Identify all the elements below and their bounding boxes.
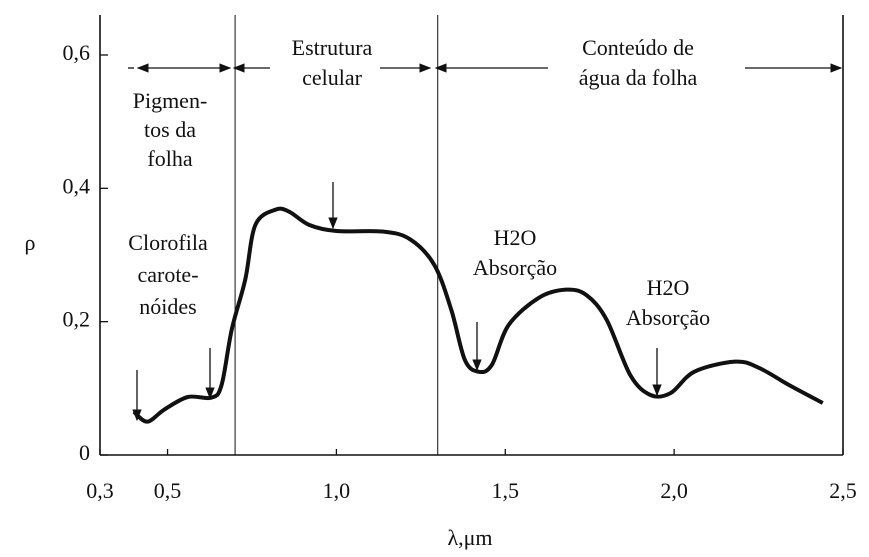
y-tick-label: 0,2 <box>63 307 91 332</box>
x-tick-label: 0,5 <box>154 478 182 503</box>
x-tick-label: 2,0 <box>660 478 688 503</box>
annotation: celular <box>302 65 363 90</box>
y-axis-label: ρ <box>25 230 36 255</box>
reflectance-curve <box>132 206 824 424</box>
y-tick-label: 0 <box>79 440 90 465</box>
x-tick-label: 2,5 <box>829 478 857 503</box>
annotation: carote- <box>137 262 198 287</box>
x-tick-label: 1,5 <box>492 478 520 503</box>
annotation: Clorofila <box>128 230 208 255</box>
annotation: Estrutura <box>292 35 373 60</box>
x-axis-label: λ,μm <box>447 525 492 550</box>
y-tick-label: 0,6 <box>63 40 91 65</box>
annotation: água da folha <box>579 65 698 90</box>
annotation: Absorção <box>473 255 557 280</box>
annotation: tos da <box>144 117 196 142</box>
x-tick-label: 1,0 <box>323 478 351 503</box>
y-tick-label: 0,4 <box>63 173 91 198</box>
annotation: Conteúdo de <box>582 35 694 60</box>
annotation: H2O <box>647 275 690 300</box>
annotation: nóides <box>139 294 196 319</box>
pointer-arrows <box>132 182 662 422</box>
annotation: folha <box>147 146 192 171</box>
annotation: Pigmen- <box>133 88 208 113</box>
annotation: Absorção <box>626 305 710 330</box>
x-tick-label: 0,3 <box>86 478 114 503</box>
annotation: H2O <box>494 225 537 250</box>
